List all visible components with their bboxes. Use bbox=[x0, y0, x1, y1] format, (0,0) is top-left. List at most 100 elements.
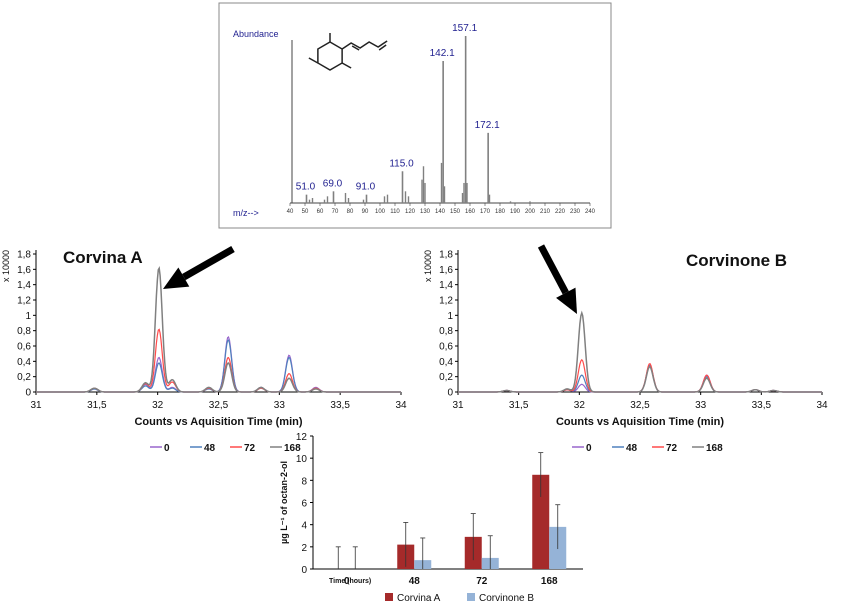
spectrum-x-tick-label: 100 bbox=[375, 209, 386, 215]
spectrum-peak-label: 142.1 bbox=[430, 48, 455, 59]
y-tick-label: 0,6 bbox=[17, 342, 31, 353]
arrow-head bbox=[163, 267, 190, 289]
bar-x-axis-label: Time (hours) bbox=[329, 578, 371, 585]
y-tick-label: 0,2 bbox=[17, 372, 31, 383]
spectrum-x-tick-label: 240 bbox=[585, 209, 596, 215]
bar-y-tick-label: 10 bbox=[296, 454, 308, 465]
spectrum-peak-label: 115.0 bbox=[389, 158, 414, 169]
spectrum-x-tick-label: 110 bbox=[390, 209, 400, 215]
x-tick-label: 31 bbox=[30, 400, 42, 411]
y-tick-label: 0,4 bbox=[439, 357, 453, 368]
spectrum-x-tick-label: 70 bbox=[332, 209, 339, 215]
arrow-down-left-icon bbox=[163, 245, 235, 289]
spectrum-x-tick-label: 200 bbox=[525, 209, 536, 215]
x-axis-label: Counts vs Aquisition Time (min) bbox=[556, 416, 724, 428]
x-tick-label: 32 bbox=[152, 400, 164, 411]
spectrum-x-tick-label: 80 bbox=[347, 209, 354, 215]
spectrum-peak-label: 51.0 bbox=[296, 182, 316, 193]
octan-bar-chart: 0 2 4 6 8 10 12 µg L⁻¹ of octan-2-ol 0 48 72 168 Tim… bbox=[279, 432, 583, 604]
bar-y-tick-label: 6 bbox=[301, 499, 307, 510]
spectrum-peak-label: 172.1 bbox=[475, 120, 500, 131]
spectrum-x-tick-label: 130 bbox=[420, 209, 431, 215]
y-tick-label: 0,8 bbox=[439, 326, 453, 337]
arrow-shaft bbox=[537, 244, 569, 295]
bar-category-label: 48 bbox=[409, 576, 421, 587]
series-line-48 bbox=[458, 364, 822, 393]
bar-category-label: 72 bbox=[476, 576, 488, 587]
x-tick-label: 31 bbox=[452, 400, 464, 411]
bar-corvina-a bbox=[532, 474, 550, 569]
x-tick-label: 31,5 bbox=[87, 400, 107, 411]
bar-y-tick-label: 8 bbox=[301, 476, 307, 487]
trimethylphenyl-butadiene-structure-icon bbox=[308, 33, 388, 71]
arrow-head bbox=[556, 287, 577, 314]
y-tick-label: 1,8 bbox=[439, 250, 453, 261]
series-line-0 bbox=[36, 335, 401, 393]
x-tick-label: 32 bbox=[574, 400, 586, 411]
y-tick-label: 1,2 bbox=[439, 296, 453, 307]
x-tick-label: 33,5 bbox=[752, 400, 772, 411]
legend-label: 48 bbox=[626, 443, 638, 454]
y-tick-label: 0,6 bbox=[439, 342, 453, 353]
x-tick-label: 31,5 bbox=[509, 400, 529, 411]
x-tick-label: 33 bbox=[274, 400, 286, 411]
legend-label: 72 bbox=[666, 443, 678, 454]
legend-label: 0 bbox=[586, 443, 592, 454]
chromatogram-title: Corvina A bbox=[63, 248, 143, 267]
chromatogram-corvinone-b: Corvinone B x 10000 0 0,2 0,4 0,6 0,8 1 1,2 1,4 1,… bbox=[423, 250, 828, 455]
bar-legend-label: Corvinone B bbox=[479, 593, 534, 604]
methyl-bond bbox=[308, 57, 319, 64]
y-multiplier-label: x 10000 bbox=[1, 250, 11, 282]
x-axis-label: Counts vs Aquisition Time (min) bbox=[134, 416, 302, 428]
bar-category-label: 0 bbox=[344, 576, 350, 587]
y-tick-label: 0,4 bbox=[17, 357, 31, 368]
legend-label: 168 bbox=[284, 443, 301, 454]
y-tick-label: 1,4 bbox=[17, 280, 31, 291]
series-line-48 bbox=[36, 339, 401, 393]
x-tick-label: 32,5 bbox=[630, 400, 650, 411]
bar-y-axis-label: µg L⁻¹ of octan-2-ol bbox=[279, 461, 289, 544]
arrow-shaft bbox=[182, 245, 235, 281]
y-multiplier-label: x 10000 bbox=[423, 250, 433, 282]
spectrum-x-tick-label: 140 bbox=[435, 209, 446, 215]
double-bond bbox=[351, 45, 360, 51]
spectrum-x-tick-label: 150 bbox=[450, 209, 461, 215]
spectrum-x-tick-label: 120 bbox=[405, 209, 416, 215]
methyl-bond bbox=[341, 62, 352, 69]
spectrum-x-tick-label: 50 bbox=[302, 209, 309, 215]
spectrum-peak-label: 91.0 bbox=[356, 182, 376, 193]
y-tick-label: 0,2 bbox=[439, 372, 453, 383]
y-tick-label: 0 bbox=[25, 388, 31, 399]
x-tick-label: 32,5 bbox=[209, 400, 229, 411]
y-tick-label: 0 bbox=[447, 388, 453, 399]
y-tick-label: 1,4 bbox=[439, 280, 453, 291]
y-tick-label: 1,8 bbox=[17, 250, 31, 261]
y-tick-label: 0,8 bbox=[17, 326, 31, 337]
spectrum-xlabel: m/z--> bbox=[233, 208, 259, 218]
legend-label: 0 bbox=[164, 443, 170, 454]
bar-legend-label: Corvina A bbox=[397, 593, 441, 604]
spectrum-ylabel: Abundance bbox=[233, 29, 279, 39]
butadiene-chain bbox=[341, 40, 388, 50]
spectrum-x-tick-label: 60 bbox=[317, 209, 324, 215]
x-tick-label: 33 bbox=[695, 400, 707, 411]
spectrum-x-tick-label: 230 bbox=[570, 209, 581, 215]
spectrum-peak-label: 69.0 bbox=[323, 178, 343, 189]
legend-label: 48 bbox=[204, 443, 216, 454]
y-tick-label: 1 bbox=[25, 311, 31, 322]
y-tick-label: 1,6 bbox=[439, 265, 453, 276]
spectrum-x-tick-label: 220 bbox=[555, 209, 566, 215]
y-tick-label: 1,2 bbox=[17, 296, 31, 307]
y-tick-label: 1 bbox=[447, 311, 453, 322]
series-line-72 bbox=[36, 328, 401, 393]
bar-category-label: 168 bbox=[541, 576, 558, 587]
mass-spectrum-frame bbox=[218, 2, 612, 229]
spectrum-x-tick-label: 180 bbox=[495, 209, 506, 215]
bar-legend-swatch bbox=[385, 593, 393, 601]
chromatogram-corvina-a: Corvina A x 10000 0 0,2 0,4 0,6 0,8 1 1,2 1,4 1,6 1… bbox=[1, 248, 407, 454]
chromatogram-title: Corvinone B bbox=[686, 251, 787, 270]
series-line-168 bbox=[458, 310, 822, 393]
arrow-down-right-icon bbox=[537, 244, 577, 314]
series-line-72 bbox=[458, 358, 822, 393]
mass-spectrum-panel: Abundance m/z--> 40 50 60 70 80 90 100 110 120 130 1… bbox=[218, 2, 612, 229]
